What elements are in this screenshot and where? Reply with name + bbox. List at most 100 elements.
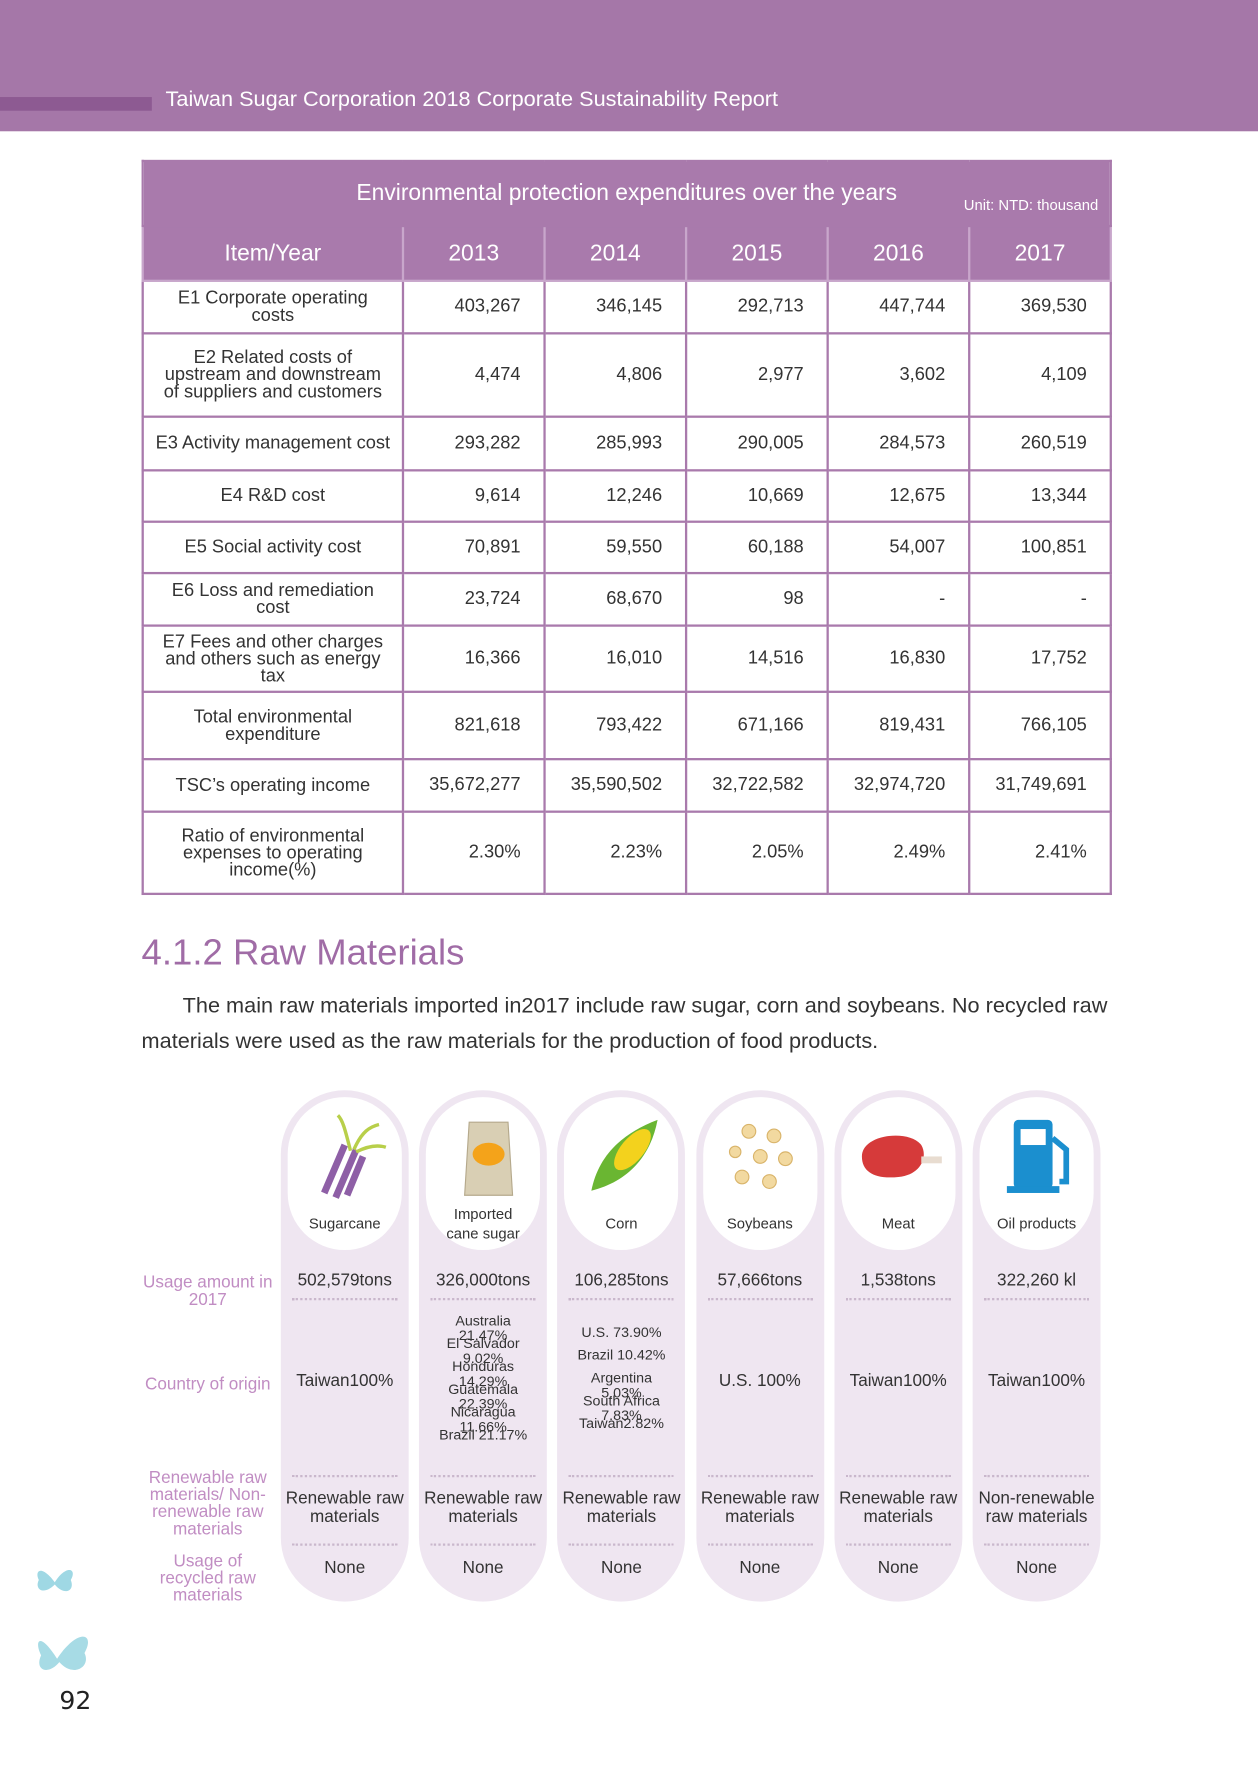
row-label: E3 Activity management cost <box>141 415 405 472</box>
dotted-rule <box>292 1543 398 1546</box>
header-title: Taiwan Sugar Corporation 2018 Corporate … <box>165 87 779 112</box>
usage-amount: 57,666tons <box>717 1270 803 1291</box>
renewable-type: Renewable raw materials <box>562 1488 681 1527</box>
cell-value: 403,267 <box>401 279 546 335</box>
row-label: Renewable raw materials/ Non-renewable r… <box>148 1468 267 1539</box>
renewable-type: Renewable raw materials <box>424 1488 543 1527</box>
country-of-origin: Brazil 10.42% <box>577 1347 666 1364</box>
row-label: Total environmental expenditure <box>141 690 405 761</box>
dotted-rule <box>430 1543 536 1546</box>
material-column: Sugarcane 502,579tons Taiwan100% Renewable … <box>280 1090 409 1602</box>
country-of-origin: Taiwan100% <box>296 1371 394 1391</box>
cell-value: 4,109 <box>968 332 1112 418</box>
row-label: TSC’s operating income <box>141 758 405 813</box>
country-of-origin: U.S. 73.90% <box>581 1324 662 1341</box>
material-column: Meat 1,538tons Taiwan100% Renewable raw mat… <box>834 1090 963 1602</box>
cell-value: 2.41% <box>968 810 1112 896</box>
table-row: Ratio of environmental expenses to opera… <box>141 810 1112 896</box>
page-number: 92 <box>59 1687 92 1716</box>
recycled-usage: None <box>877 1558 919 1578</box>
recycled-usage: None <box>1016 1558 1058 1578</box>
dotted-rule <box>568 1474 674 1478</box>
material-icon <box>321 1114 387 1199</box>
row-label: Ratio of environmental expenses to opera… <box>141 810 405 896</box>
country-of-origin: Australia 21.47% <box>455 1312 511 1344</box>
column-header: 2013 <box>401 224 546 282</box>
row-label: E7 Fees and other charges and others suc… <box>141 624 405 693</box>
dotted-rule <box>984 1474 1090 1478</box>
material-icon <box>591 1119 659 1191</box>
renewable-type: Renewable raw materials <box>839 1488 958 1527</box>
cell-value: 70,891 <box>401 520 546 575</box>
dotted-rule <box>984 1543 1090 1546</box>
material-name: Sugarcane <box>308 1214 381 1232</box>
column-header: Item/Year <box>141 224 405 282</box>
material-icon <box>464 1121 514 1196</box>
cell-value: 346,145 <box>543 279 688 335</box>
cell-value: 16,366 <box>401 624 546 693</box>
table-row: E4 R&D cost 9,614 12,246 10,669 12,675 13,344 <box>141 469 1112 523</box>
table-row: E7 Fees and other charges and others suc… <box>141 624 1112 693</box>
country-of-origin: Taiwan100% <box>988 1371 1086 1391</box>
cell-value: 32,974,720 <box>826 758 971 813</box>
cell-value: 98 <box>684 571 829 627</box>
cell-value: 35,590,502 <box>543 758 688 813</box>
cell-value: 284,573 <box>826 415 971 472</box>
cell-value: 293,282 <box>401 415 546 472</box>
cell-value: 671,166 <box>684 690 829 761</box>
cell-value: 13,344 <box>968 469 1112 523</box>
cell-value: 16,830 <box>826 624 971 693</box>
table-title-cell: Environmental protection expenditures ov… <box>141 159 1112 228</box>
dotted-rule <box>984 1297 1090 1301</box>
cell-value: 3,602 <box>826 332 971 418</box>
recycled-usage: None <box>462 1558 504 1578</box>
dotted-rule <box>568 1297 674 1301</box>
country-of-origin: Taiwan2.82% <box>579 1415 664 1432</box>
table-row: E3 Activity management cost 293,282 285,99… <box>141 415 1112 472</box>
header-band <box>0 0 1258 132</box>
country-of-origin: Guatemala 22.39% <box>448 1381 519 1413</box>
table-row: E2 Related costs of upstream and downstr… <box>141 332 1112 418</box>
dotted-rule <box>292 1297 398 1301</box>
cell-value: 4,474 <box>401 332 546 418</box>
recycled-usage: None <box>324 1558 366 1578</box>
row-label: E2 Related costs of upstream and downstr… <box>141 332 405 418</box>
cell-value: 23,724 <box>401 571 546 627</box>
cell-value: 2,977 <box>684 332 829 418</box>
dotted-rule <box>707 1297 813 1301</box>
renewable-type: Renewable raw materials <box>700 1488 819 1527</box>
cell-value: 17,752 <box>968 624 1112 693</box>
country-of-origin: Argentina 5.03% <box>590 1369 653 1401</box>
usage-amount: 1,538tons <box>860 1270 936 1291</box>
dotted-rule <box>707 1474 813 1478</box>
row-label: Country of origin <box>144 1374 271 1394</box>
row-label: E6 Loss and remediation cost <box>141 571 405 627</box>
dotted-rule <box>845 1543 951 1546</box>
country-of-origin: El Salvador 9.02% <box>446 1335 520 1367</box>
table-row: E1 Corporate operating costs 403,267 346,1… <box>141 279 1112 335</box>
cell-value: 16,010 <box>543 624 688 693</box>
material-icon <box>1006 1119 1070 1193</box>
row-label: Usage of recycled raw materials <box>159 1551 256 1606</box>
usage-amount: 322,260 kl <box>997 1270 1077 1291</box>
cell-value: 2.23% <box>543 810 688 896</box>
country-of-origin: Taiwan100% <box>849 1371 947 1391</box>
cell-value: 447,744 <box>826 279 971 335</box>
section-heading: 4.1.2 Raw Materials <box>141 931 465 973</box>
dotted-rule <box>707 1543 813 1546</box>
dotted-rule <box>430 1474 536 1478</box>
usage-amount: 106,285tons <box>574 1270 669 1291</box>
column-header: 2016 <box>826 224 971 282</box>
cell-value: 285,993 <box>543 415 688 472</box>
material-icon <box>728 1123 793 1189</box>
material-column: Corn 106,285tons U.S. 73.90% Brazil 10.42% A… <box>557 1090 686 1602</box>
cell-value: 12,675 <box>826 469 971 523</box>
recycled-usage: None <box>739 1558 781 1578</box>
table-row: E5 Social activity cost 70,891 59,550 60,18… <box>141 520 1112 575</box>
dotted-rule <box>430 1297 536 1301</box>
cell-value: 260,519 <box>968 415 1112 472</box>
cell-value: - <box>968 571 1112 627</box>
cell-value: 68,670 <box>543 571 688 627</box>
table-row: TSC’s operating income 35,672,277 35,590,5… <box>141 758 1112 813</box>
